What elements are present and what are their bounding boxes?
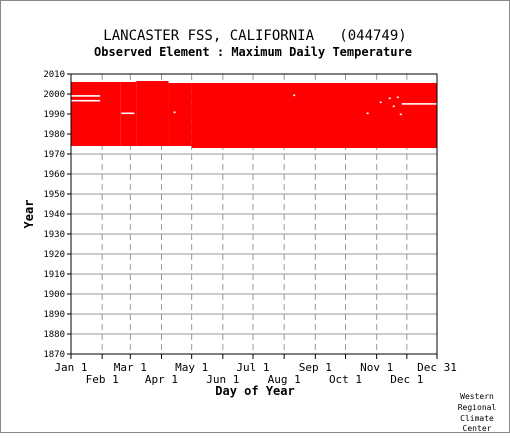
y-tick-label: 1960: [43, 170, 65, 180]
y-tick-label: 2000: [43, 90, 65, 100]
missing-mark: [388, 97, 391, 100]
plot-area: 1870 1880 1890 1900 1910 1920 1930 1940 1950 1960…: [43, 70, 457, 386]
x-tick-label: Oct 1: [329, 373, 362, 386]
missing-mark: [392, 105, 395, 108]
x-tick-label: Jun 1: [206, 373, 239, 386]
missing-mark: [366, 112, 369, 115]
plot-frame: [70, 73, 438, 355]
x-tick-label: Jul 1: [236, 361, 269, 374]
x-tick-label: Feb 1: [86, 373, 119, 386]
y-tick-label: 2010: [43, 70, 65, 80]
credit-line: Western: [460, 392, 494, 401]
y-tick-label: 1890: [43, 310, 65, 320]
x-tick-label: Apr 1: [145, 373, 178, 386]
y-tick-label: 1930: [43, 230, 65, 240]
credit-line: Center: [463, 424, 492, 433]
credit-line: Climate: [460, 414, 494, 423]
missing-mark: [379, 101, 382, 104]
y-tick-label: 1900: [43, 290, 65, 300]
x-tick-label: Mar 1: [114, 361, 147, 374]
missing-mark: [293, 94, 296, 97]
y-tick-label: 1920: [43, 250, 65, 260]
chart-subtitle: Observed Element : Maximum Daily Tempera…: [94, 45, 412, 59]
x-tick-label: Nov 1: [360, 361, 393, 374]
x-tick-label: Jan 1: [54, 361, 87, 374]
y-tick-label: 1910: [43, 270, 65, 280]
data-block: [136, 81, 169, 146]
missing-mark: [121, 112, 135, 115]
y-tick-label: 1950: [43, 190, 65, 200]
y-tick-label: 1940: [43, 210, 65, 220]
y-axis-label: Year: [22, 200, 36, 229]
missing-mark: [401, 103, 437, 105]
missing-mark: [396, 96, 399, 99]
x-tick-label: Dec 31: [417, 361, 457, 374]
y-tick-label: 1980: [43, 130, 65, 140]
y-tick-label: 1880: [43, 330, 65, 340]
credit-block: Western Regional Climate Center: [458, 392, 497, 433]
missing-mark: [71, 95, 101, 97]
data-block: [191, 83, 437, 148]
x-tick-label: Dec 1: [390, 373, 423, 386]
x-tick-label: May 1: [175, 361, 208, 374]
missing-mark: [71, 99, 101, 102]
x-tick-label: Sep 1: [299, 361, 332, 374]
data-block: [71, 82, 121, 146]
y-tick-label: 1970: [43, 150, 65, 160]
credit-line: Regional: [458, 403, 497, 412]
missing-mark: [399, 113, 402, 116]
x-tick-label: Aug 1: [268, 373, 301, 386]
missing-mark: [173, 111, 176, 114]
data-block: [168, 83, 192, 146]
y-tick-label: 1870: [43, 350, 65, 360]
x-axis-label: Day of Year: [215, 384, 294, 398]
chart-title: LANCASTER FSS, CALIFORNIA (044749): [103, 28, 406, 44]
y-tick-label: 1990: [43, 110, 65, 120]
